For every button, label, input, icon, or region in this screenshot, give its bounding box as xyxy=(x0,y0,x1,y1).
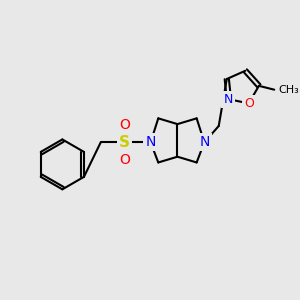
Text: S: S xyxy=(119,135,130,150)
Text: O: O xyxy=(119,153,130,166)
Text: CH₃: CH₃ xyxy=(278,85,299,95)
Text: N: N xyxy=(223,93,232,106)
Text: N: N xyxy=(146,135,156,149)
Text: O: O xyxy=(119,118,130,132)
Text: N: N xyxy=(199,135,209,149)
Text: O: O xyxy=(244,97,254,110)
